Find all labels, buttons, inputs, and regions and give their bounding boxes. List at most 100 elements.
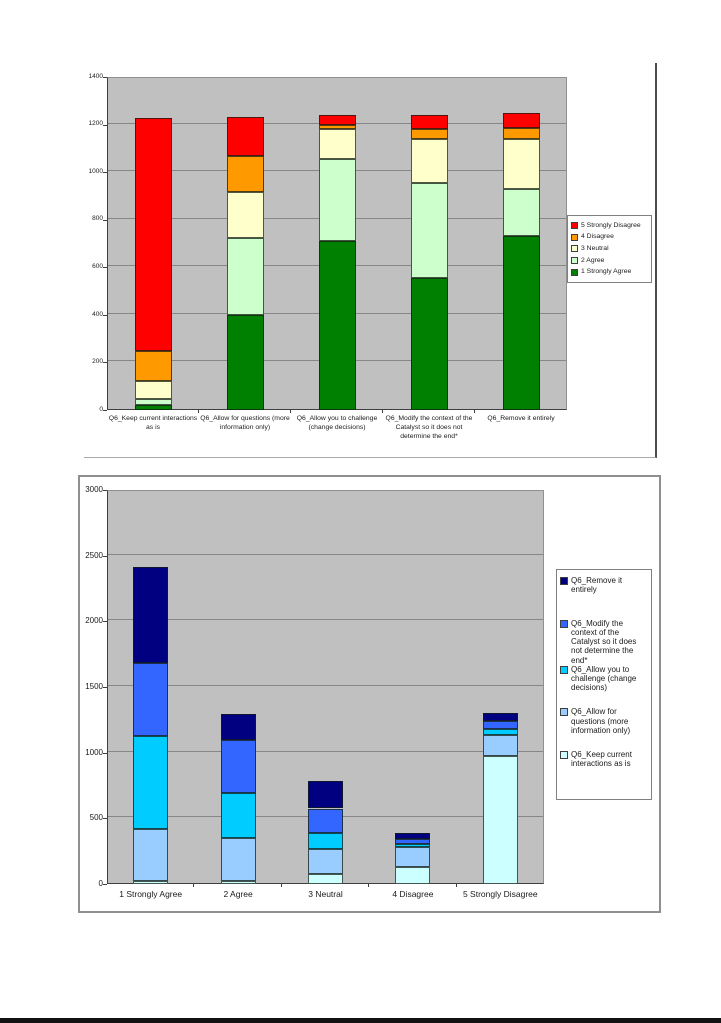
legend-item: Q6_Modify the context of the Catalyst so… (560, 619, 648, 665)
legend-label: Q6_Remove it entirely (571, 576, 623, 595)
category-label: Q6_Modify the context of the Catalyst so… (385, 415, 473, 440)
y-axis-tick-label: 200 (92, 358, 103, 366)
legend-item: Q6_Allow you to challenge (change decisi… (560, 665, 648, 708)
y-axis-tick-label: 1500 (85, 682, 103, 691)
stacked-bar (318, 77, 356, 410)
bar-segment (134, 405, 172, 410)
stacked-bar (502, 77, 540, 410)
legend-label: 5 Strongly Disagree (581, 221, 641, 229)
bar-segment (226, 117, 264, 156)
bar-segment (482, 713, 518, 722)
category-label: 1 Strongly Agree (119, 889, 183, 899)
stacked-bar (226, 77, 264, 410)
bar-segment (395, 867, 431, 884)
gridline (108, 619, 543, 621)
y-axis-tick-label: 2500 (85, 550, 103, 560)
legend-item: Q6_Keep current interactions as is (560, 750, 648, 793)
x-axis-tick (474, 410, 475, 413)
x-axis-tick (280, 884, 282, 887)
legend-item: 3 Neutral (571, 243, 648, 255)
category-label: 4 Disagree (392, 889, 434, 899)
y-axis-tick (103, 362, 107, 364)
bar-segment (308, 849, 343, 875)
legend-item: 1 Strongly Agree (571, 266, 648, 278)
y-axis-tick (103, 219, 107, 221)
bar-segment (133, 881, 169, 884)
x-axis-tick (290, 410, 291, 413)
bar-segment (395, 844, 431, 847)
y-axis-tick (103, 884, 107, 885)
y-axis-tick-label: 0 (98, 879, 103, 888)
bar-segment (410, 114, 448, 129)
y-axis-tick-label: 1000 (88, 167, 103, 175)
y-axis-tick (103, 621, 107, 623)
y-axis-tick-label: 3000 (85, 485, 103, 494)
stacked-bar (308, 490, 343, 884)
y-axis-tick-label: 0 (99, 405, 103, 413)
legend-item: 2 Agree (571, 255, 648, 267)
y-axis-tick-label: 400 (92, 310, 103, 318)
x-axis-tick (198, 410, 199, 413)
legend-item: Q6_Allow for questions (more information… (560, 707, 648, 750)
bar-segment (226, 155, 264, 193)
gridline (108, 750, 543, 752)
bar-segment (502, 128, 540, 139)
x-axis-tick (455, 884, 457, 887)
bar-segment (502, 236, 540, 410)
y-axis-tick-label: 1000 (85, 747, 103, 757)
bar-segment (308, 874, 343, 884)
y-axis-tick (103, 752, 107, 754)
bar-segment (133, 735, 169, 829)
bar-segment (220, 880, 256, 884)
category-label: Q6_Remove it entirely (487, 415, 555, 422)
stacked-bar (410, 77, 448, 410)
legend-swatch (571, 268, 578, 276)
legend-label: Q6_Allow for questions (more information… (571, 707, 631, 735)
bar-segment (502, 138, 540, 189)
stacked-bar (220, 490, 256, 884)
bar-segment (482, 755, 518, 884)
legend-item: Q6_Remove it entirely (560, 576, 648, 619)
bar-segment (410, 182, 448, 278)
bar-segment (482, 729, 518, 735)
legend-label: 1 Strongly Agree (581, 268, 632, 276)
stacked-bar-chart-by-response: 0 500 1000 1500 2000 2500 3000 1 Strongly Agree… (78, 475, 661, 913)
category-label: Q6_Allow for questions (more information… (200, 415, 290, 431)
y-axis-tick-label: 1400 (88, 72, 103, 80)
stacked-bar (133, 490, 169, 884)
legend: Q6_Remove it entirely Q6_Modify the conte… (556, 569, 652, 800)
legend-item: 5 Strongly Disagree (571, 220, 648, 232)
stacked-bar (395, 490, 431, 884)
bar-segment (395, 838, 431, 845)
legend-label: 4 Disagree (581, 233, 614, 241)
legend-label: Q6_Modify the context of the Catalyst so… (571, 618, 637, 665)
bar-segment (318, 129, 356, 160)
category-label: Q6_Keep current interactions as is (108, 415, 198, 431)
stacked-bar (134, 77, 172, 410)
bar-segment (133, 566, 169, 663)
y-axis-tick (103, 314, 107, 316)
bar-segment (220, 792, 256, 839)
bar-segment (502, 113, 540, 129)
y-axis-tick (103, 172, 107, 174)
legend-swatch (560, 751, 568, 760)
bar-segment (410, 138, 448, 183)
y-axis-tick (103, 410, 107, 411)
y-axis-tick (103, 687, 107, 688)
legend-label: 2 Agree (581, 256, 605, 264)
bar-segment (318, 159, 356, 242)
bar-segment (308, 780, 343, 809)
bar-segment (226, 192, 264, 238)
legend-item: 4 Disagree (571, 232, 648, 244)
x-axis-tick (382, 410, 383, 413)
legend-label: Q6_Keep current interactions as is (571, 750, 632, 769)
x-axis-tick (193, 884, 195, 887)
bar-segment (318, 124, 356, 130)
bar-segment (395, 832, 431, 839)
y-axis-tick (103, 818, 107, 820)
bar-segment (134, 381, 172, 400)
y-axis-tick-label: 500 (89, 813, 103, 823)
bar-segment (226, 314, 264, 410)
bar-segment (308, 832, 343, 850)
